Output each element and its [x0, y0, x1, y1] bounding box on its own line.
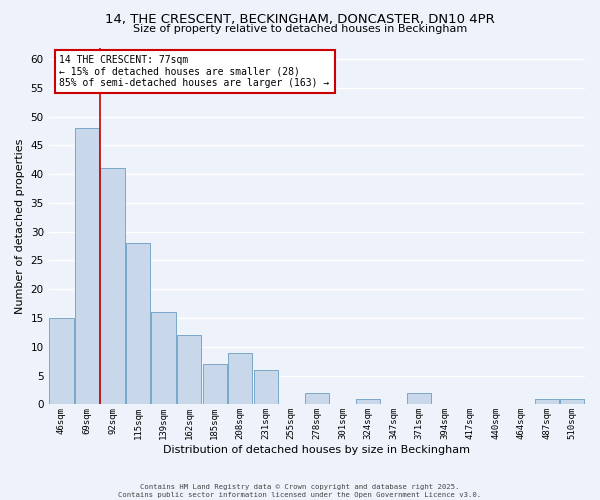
Bar [228, 352, 253, 405]
Bar [75, 128, 99, 404]
Bar [100, 168, 125, 404]
Bar [49, 318, 74, 404]
Bar [126, 243, 150, 404]
Text: Contains HM Land Registry data © Crown copyright and database right 2025.
Contai: Contains HM Land Registry data © Crown c… [118, 484, 482, 498]
Bar [151, 312, 176, 404]
Text: 14 THE CRESCENT: 77sqm
← 15% of detached houses are smaller (28)
85% of semi-det: 14 THE CRESCENT: 77sqm ← 15% of detached… [59, 54, 329, 88]
Bar [407, 393, 431, 404]
Bar [560, 398, 584, 404]
Bar [177, 336, 201, 404]
Bar [305, 393, 329, 404]
Bar [356, 398, 380, 404]
X-axis label: Distribution of detached houses by size in Beckingham: Distribution of detached houses by size … [163, 445, 470, 455]
Bar [254, 370, 278, 404]
Bar [535, 398, 559, 404]
Text: Size of property relative to detached houses in Beckingham: Size of property relative to detached ho… [133, 24, 467, 34]
Y-axis label: Number of detached properties: Number of detached properties [15, 138, 25, 314]
Bar [203, 364, 227, 405]
Text: 14, THE CRESCENT, BECKINGHAM, DONCASTER, DN10 4PR: 14, THE CRESCENT, BECKINGHAM, DONCASTER,… [105, 12, 495, 26]
